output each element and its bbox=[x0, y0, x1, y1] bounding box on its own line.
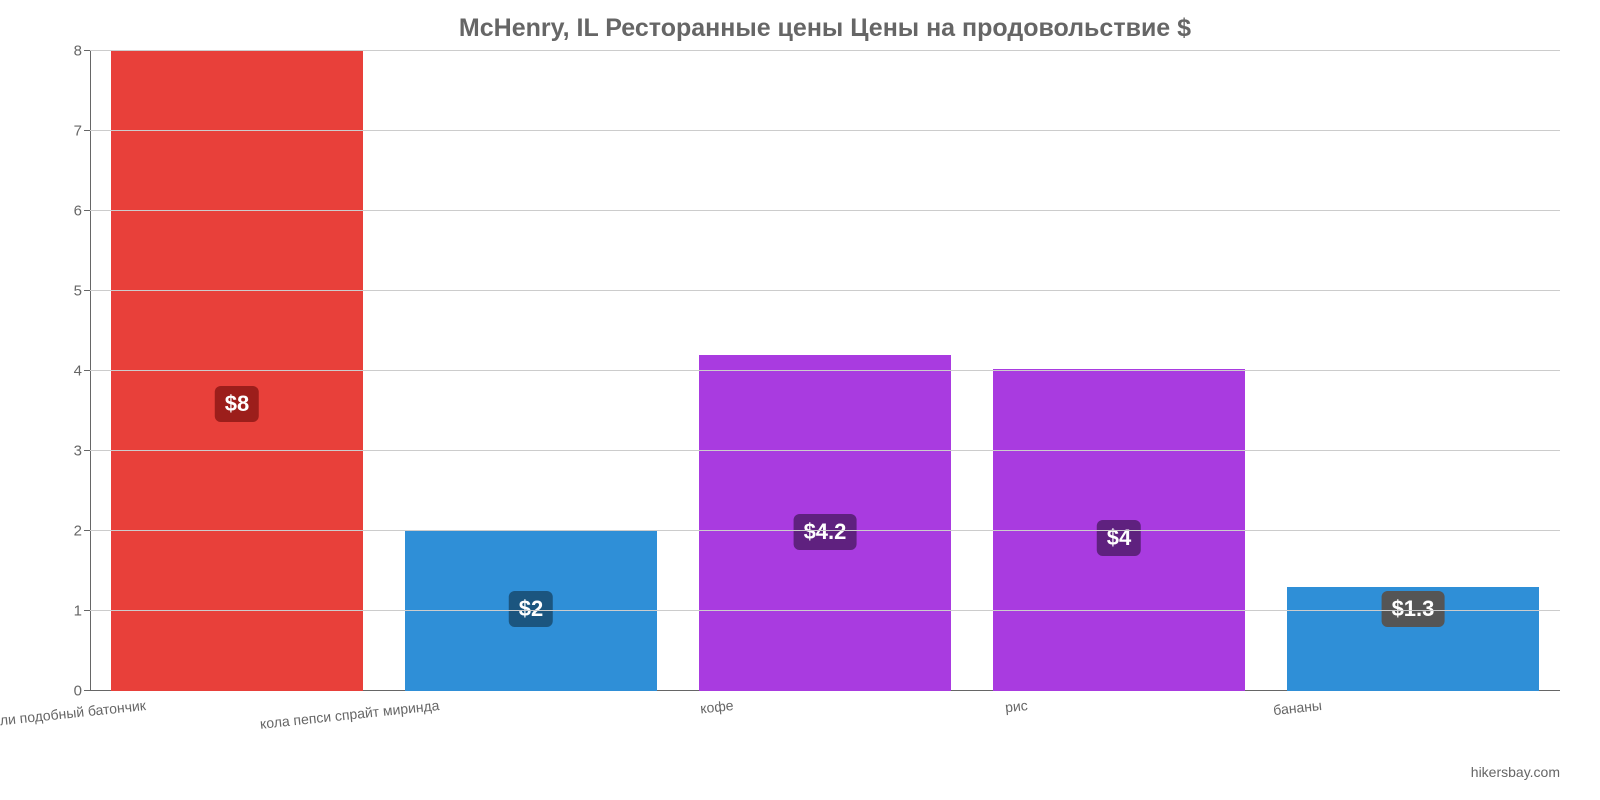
y-tick-label: 7 bbox=[54, 123, 82, 140]
y-tick-mark bbox=[84, 210, 90, 211]
bar-slot: $2 bbox=[384, 51, 678, 691]
bar: $1.3 bbox=[1287, 587, 1540, 691]
bar-slot: $1.3 bbox=[1266, 51, 1560, 691]
y-tick-label: 6 bbox=[54, 203, 82, 220]
y-tick-mark bbox=[84, 450, 90, 451]
bars-group: $8 $2 $4.2 $4 $1.3 bbox=[90, 51, 1560, 691]
value-badge: $1.3 bbox=[1382, 591, 1445, 627]
x-axis-label: кола пепси спрайт миринда bbox=[259, 697, 440, 732]
grid-line bbox=[90, 450, 1560, 451]
x-axis-labels: mac burger king или подобный батончиккол… bbox=[90, 691, 1560, 721]
plot-area: $8$2$4.2$4$1.3 012345678 bbox=[90, 51, 1560, 691]
chart-title: McHenry, IL Ресторанные цены Цены на про… bbox=[90, 10, 1560, 51]
grid-line bbox=[90, 610, 1560, 611]
y-tick-mark bbox=[84, 50, 90, 51]
bar-slot: $4 bbox=[972, 51, 1266, 691]
y-tick-mark bbox=[84, 530, 90, 531]
bar-slot: $4.2 bbox=[678, 51, 972, 691]
x-axis-label: рис bbox=[1004, 697, 1028, 715]
y-tick-label: 5 bbox=[54, 283, 82, 300]
x-axis-label: кофе bbox=[700, 697, 735, 716]
credit-text: hikersbay.com bbox=[1471, 764, 1560, 780]
grid-line bbox=[90, 210, 1560, 211]
bar: $2 bbox=[405, 531, 658, 691]
grid-line bbox=[90, 530, 1560, 531]
grid-line bbox=[90, 50, 1560, 51]
y-tick-mark bbox=[84, 130, 90, 131]
value-badge: $8 bbox=[215, 386, 259, 422]
value-badge: $4 bbox=[1097, 520, 1141, 556]
grid-line bbox=[90, 290, 1560, 291]
bar: $4.2 bbox=[699, 355, 952, 691]
grid-line bbox=[90, 130, 1560, 131]
y-tick-label: 2 bbox=[54, 523, 82, 540]
y-tick-mark bbox=[84, 290, 90, 291]
chart-container: McHenry, IL Ресторанные цены Цены на про… bbox=[0, 0, 1600, 800]
grid-line bbox=[90, 370, 1560, 371]
bar-slot: $8 bbox=[90, 51, 384, 691]
y-tick-mark bbox=[84, 610, 90, 611]
value-badge: $4.2 bbox=[794, 514, 857, 550]
y-tick-label: 3 bbox=[54, 443, 82, 460]
y-tick-mark bbox=[84, 370, 90, 371]
y-tick-label: 1 bbox=[54, 603, 82, 620]
y-tick-label: 0 bbox=[54, 683, 82, 700]
y-tick-label: 8 bbox=[54, 43, 82, 60]
bar: $8 bbox=[111, 51, 364, 691]
x-axis-label: mac burger king или подобный батончик bbox=[0, 697, 146, 740]
value-badge: $2 bbox=[509, 591, 553, 627]
x-axis-label: бананы bbox=[1272, 697, 1322, 718]
y-tick-label: 4 bbox=[54, 363, 82, 380]
